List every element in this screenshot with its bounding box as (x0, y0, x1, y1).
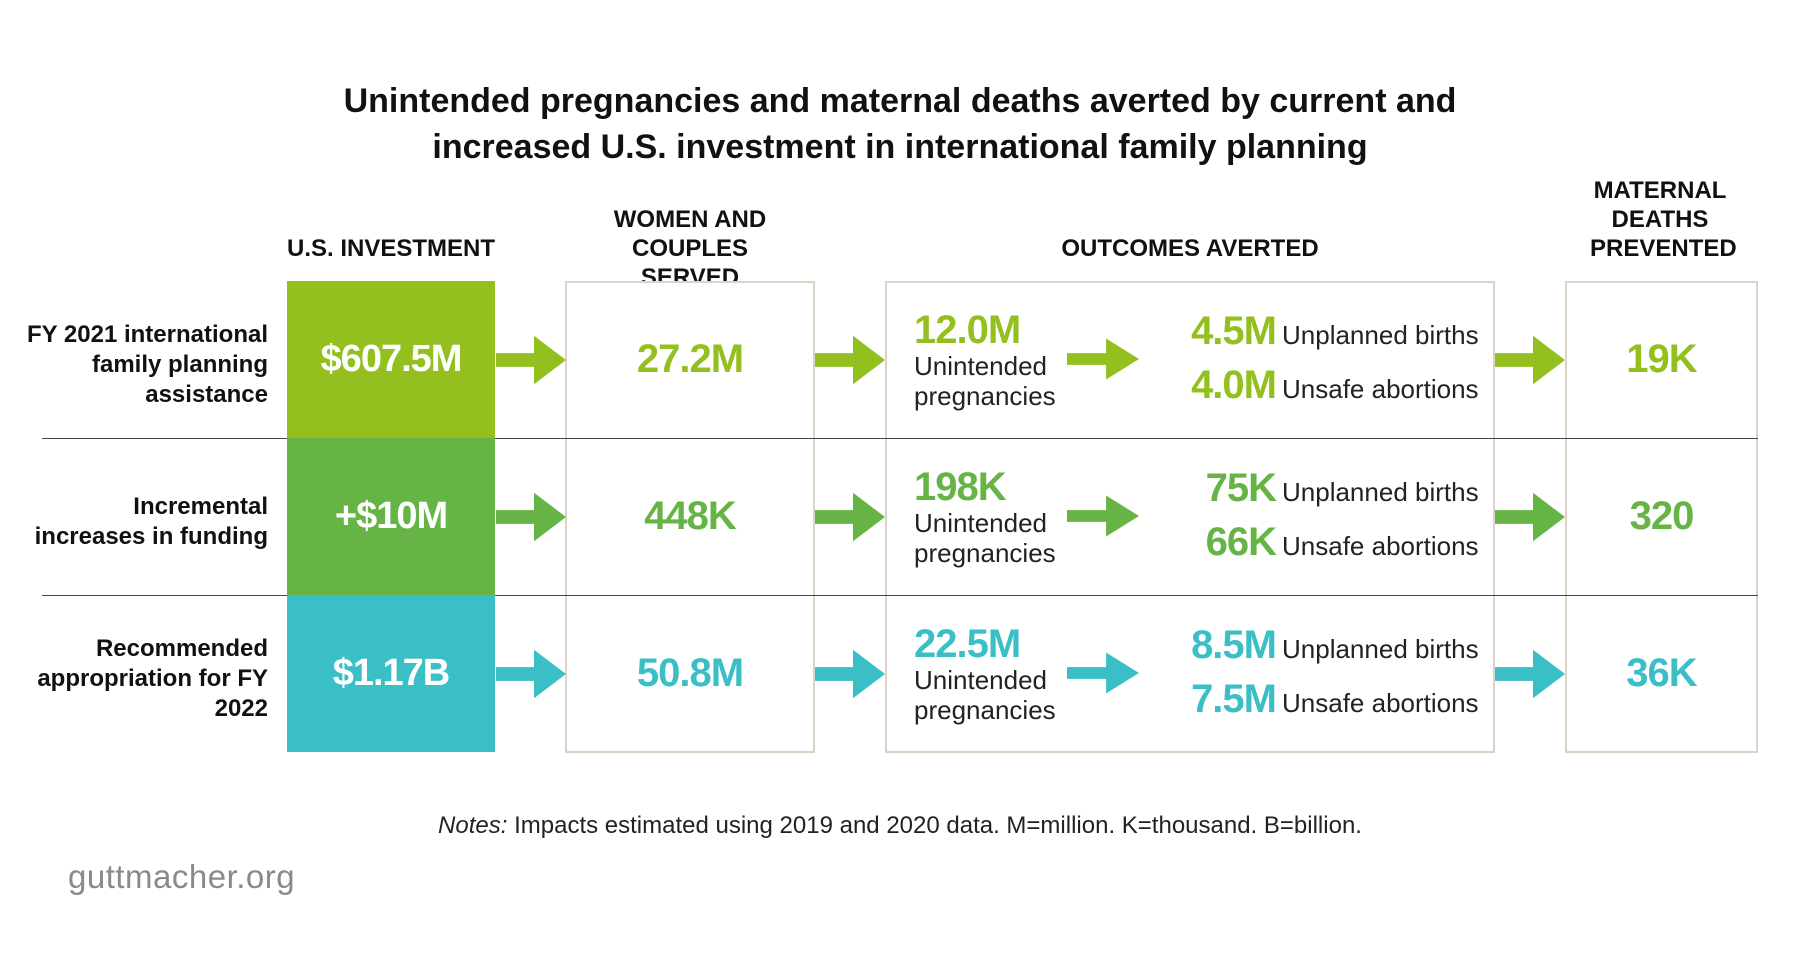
unintended-pregnancies-label: Unintended pregnancies (914, 508, 1056, 568)
unintended-pregnancies-label: Unintended pregnancies (914, 665, 1056, 725)
unplanned-births-label: Unplanned births (1282, 477, 1479, 507)
outcomes-breakdown: 75K Unplanned births 66K Unsafe abortions (1140, 466, 1488, 574)
unsafe-abortions-row: 4.0M Unsafe abortions (1140, 363, 1488, 417)
unsafe-abortions-row: 7.5M Unsafe abortions (1140, 677, 1488, 731)
unintended-pregnancies-value: 198K (914, 465, 1007, 509)
unsafe-abortions-value: 66K (1205, 520, 1277, 564)
arrow-right-icon (1067, 338, 1139, 380)
unsafe-abortions-label: Unsafe abortions (1282, 688, 1479, 718)
unsafe-abortions-label: Unsafe abortions (1282, 531, 1479, 561)
outcomes-breakdown: 8.5M Unplanned births 7.5M Unsafe abortions (1140, 623, 1488, 731)
unsafe-abortions-value: 4.0M (1191, 363, 1277, 407)
investment-box: $607.5M (287, 281, 495, 438)
unplanned-births-label: Unplanned births (1282, 634, 1479, 664)
row-divider (42, 438, 1758, 439)
unsafe-abortions-row: 66K Unsafe abortions (1140, 520, 1488, 574)
women-served-value: 50.8M (636, 651, 744, 695)
notes-text: Impacts estimated using 2019 and 2020 da… (507, 812, 1362, 839)
row-label: Incremental increases in funding (34, 492, 268, 550)
unplanned-births-value: 8.5M (1191, 623, 1277, 667)
unplanned-births-value: 4.5M (1191, 309, 1277, 353)
notes: Notes: Impacts estimated using 2019 and … (0, 812, 1800, 840)
unintended-pregnancies-value: 22.5M (914, 622, 1021, 666)
unintended-pregnancies-value: 12.0M (914, 308, 1021, 352)
unplanned-births-row: 4.5M Unplanned births (1140, 309, 1488, 363)
unintended-pregnancies-block: 198K Unintended pregnancies (914, 466, 1064, 568)
arrow-right-icon (815, 492, 885, 542)
row-label: Recommended appropriation for FY 2022 (37, 634, 268, 722)
arrow-right-icon (496, 649, 566, 699)
arrow-right-icon (496, 492, 566, 542)
arrow-right-icon (1495, 335, 1565, 385)
arrow-right-icon (1067, 495, 1139, 537)
arrow-right-icon (815, 335, 885, 385)
column-header-deaths: MATERNAL DEATHS PREVENTED (1590, 177, 1737, 262)
row-label: FY 2021 international family planning as… (27, 320, 268, 408)
investment-box: $1.17B (287, 595, 495, 752)
deaths-column-box (1565, 281, 1758, 753)
notes-prefix: Notes: (438, 812, 508, 839)
unplanned-births-row: 75K Unplanned births (1140, 466, 1488, 520)
outcomes-column-box (885, 281, 1495, 753)
maternal-deaths-value: 320 (1629, 494, 1695, 538)
arrow-right-icon (1495, 649, 1565, 699)
column-header-investment: U.S. INVESTMENT (286, 235, 496, 262)
column-header-served: WOMEN AND COUPLES SERVED (613, 206, 767, 291)
unplanned-births-value: 75K (1205, 466, 1277, 510)
column-header-outcomes: OUTCOMES AVERTED (1061, 235, 1319, 262)
served-column-box (565, 281, 815, 753)
unintended-pregnancies-block: 22.5M Unintended pregnancies (914, 623, 1064, 725)
maternal-deaths-value: 19K (1626, 337, 1697, 381)
women-served-value: 448K (644, 494, 737, 538)
unintended-pregnancies-block: 12.0M Unintended pregnancies (914, 309, 1064, 411)
women-served-value: 27.2M (636, 337, 744, 381)
unsafe-abortions-value: 7.5M (1191, 677, 1277, 721)
arrow-right-icon (1067, 652, 1139, 694)
arrow-right-icon (496, 335, 566, 385)
figure-title: Unintended pregnancies and maternal deat… (343, 82, 1457, 166)
unsafe-abortions-label: Unsafe abortions (1282, 374, 1479, 404)
unplanned-births-row: 8.5M Unplanned births (1140, 623, 1488, 677)
investment-box: +$10M (287, 438, 495, 595)
unplanned-births-label: Unplanned births (1282, 320, 1479, 350)
unintended-pregnancies-label: Unintended pregnancies (914, 351, 1056, 411)
guttmacher-logo: guttmacher.org (68, 858, 296, 895)
maternal-deaths-value: 36K (1626, 651, 1697, 695)
arrow-right-icon (815, 649, 885, 699)
arrow-right-icon (1495, 492, 1565, 542)
row-divider (42, 595, 1758, 596)
outcomes-breakdown: 4.5M Unplanned births 4.0M Unsafe abortions (1140, 309, 1488, 417)
